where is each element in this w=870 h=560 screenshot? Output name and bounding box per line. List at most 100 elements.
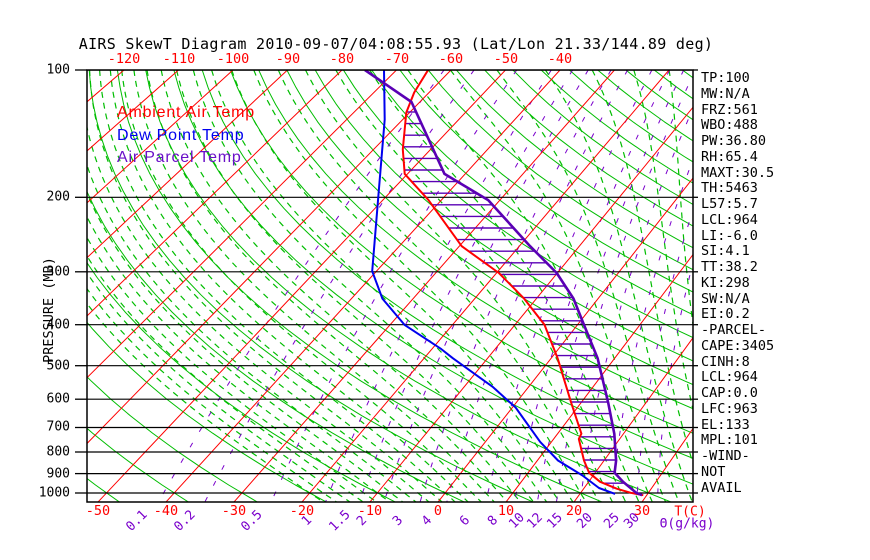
top-temp-tick-label: -40 — [547, 51, 573, 67]
moist-adiabat — [277, 70, 600, 502]
moist-adiabat — [449, 70, 667, 502]
moist-adiabat — [87, 192, 404, 502]
mixing-ratio-line — [579, 106, 693, 502]
moist-adiabat — [407, 70, 653, 502]
moist-adiabat — [87, 302, 325, 502]
isotherm — [87, 70, 397, 379]
stat-line: LI:-6.0 — [701, 227, 758, 244]
dry-adiabat — [512, 70, 693, 205]
bottom-temp-tick-label: 30 — [633, 503, 651, 519]
bottom-temp-tick-label: -50 — [85, 503, 111, 519]
moist-adiabat — [781, 70, 814, 503]
top-temp-tick-label: -70 — [384, 51, 410, 67]
dry-adiabat — [145, 70, 672, 502]
stat-line: PW:36.80 — [701, 133, 767, 149]
isotherm — [87, 70, 452, 445]
dry-adiabat — [540, 70, 693, 184]
moist-adiabat — [231, 70, 574, 502]
top-temp-tick-label: -80 — [329, 51, 355, 67]
pressure-tick-label: 800 — [46, 444, 70, 460]
parcel-temp-curve — [364, 70, 643, 497]
stat-line: WBO:488 — [701, 117, 758, 134]
temp-unit-label: T(C) — [674, 504, 706, 520]
mixing-ratio-line — [157, 70, 445, 502]
stat-line: TH:5463 — [701, 180, 758, 197]
pressure-tick-label: 400 — [46, 317, 70, 333]
bottom-temp-tick-label: -10 — [357, 503, 383, 519]
pressure-tick-label: 100 — [46, 62, 70, 78]
moist-adiabat — [87, 236, 378, 502]
moist-adiabat — [87, 124, 430, 502]
stat-line: EI:0.2 — [701, 306, 750, 323]
moist-adiabat — [133, 70, 496, 502]
top-temp-tick-label: -60 — [438, 51, 464, 67]
bottom-temp-tick-label: -30 — [221, 503, 247, 519]
pressure-tick-label: 500 — [46, 358, 70, 374]
mixing-ratio-line — [536, 70, 685, 502]
bottom-temp-tick-label: -40 — [153, 503, 179, 519]
mixing-ratio-line — [270, 70, 518, 502]
stat-line: TP:100 — [701, 70, 750, 86]
mixing-unit-label: Θ(g/kg) — [659, 516, 715, 532]
isotherm — [87, 70, 343, 317]
isotherm — [505, 253, 693, 502]
stat-line: EL:133 — [701, 416, 750, 433]
dry-adiabat — [484, 70, 693, 227]
pressure-tick-label: 900 — [46, 466, 70, 482]
moist-adiabat — [89, 70, 443, 502]
moist-adiabat — [121, 70, 483, 502]
moist-adiabat — [633, 70, 693, 413]
dry-adiabat — [569, 70, 693, 163]
bottom-temp-tick-label: 0 — [433, 503, 443, 519]
ambient-temp-curve — [401, 70, 644, 497]
dry-adiabat — [87, 477, 121, 502]
pressure-tick-label: 300 — [46, 264, 70, 280]
dry-adiabat — [399, 70, 693, 293]
dew-point-curve — [371, 70, 616, 495]
plot-area — [87, 70, 854, 503]
dry-adiabat — [342, 70, 693, 339]
pressure-tick-label: 200 — [46, 189, 70, 205]
stat-line: L57:5.7 — [701, 196, 758, 212]
moist-adiabat — [809, 70, 841, 503]
moist-adiabat — [87, 287, 338, 502]
stat-line: LFC:963 — [701, 400, 758, 417]
stat-line: NOT — [701, 463, 726, 480]
moist-adiabat — [87, 254, 365, 502]
plot-border — [86, 69, 694, 503]
moist-adiabat — [591, 70, 693, 466]
moist-adiabat — [496, 70, 680, 502]
isotherm — [641, 427, 693, 502]
stat-line: FRZ:561 — [701, 101, 758, 118]
dry-adiabat — [87, 427, 190, 502]
top-temp-tick-label: -100 — [216, 51, 250, 67]
moist-adiabat — [160, 70, 522, 502]
moist-adiabat — [146, 70, 509, 502]
legend-ambient-air-temp: Ambient Air Temp — [117, 104, 255, 121]
mixing-ratio-line — [419, 70, 612, 502]
stat-line: SI:4.1 — [701, 243, 750, 260]
mixing-ratio-line — [555, 73, 693, 502]
bottom-temp-tick-label: 10 — [497, 503, 515, 519]
bottom-temp-tick-label: 20 — [565, 503, 583, 519]
stat-line: SW:N/A — [701, 290, 750, 307]
pressure-tick-label: 700 — [46, 419, 70, 435]
moist-adiabat — [822, 70, 854, 503]
moist-adiabat — [767, 70, 800, 503]
dry-adiabat — [286, 70, 693, 386]
top-temp-tick-label: -90 — [275, 51, 301, 67]
dry-adiabat — [87, 190, 466, 502]
dry-adiabat — [427, 70, 693, 271]
moist-adiabat — [192, 70, 548, 502]
dry-adiabat — [87, 261, 397, 502]
mixing-ratio-line — [513, 70, 671, 502]
top-temp-tick-label: -110 — [162, 51, 196, 67]
top-temp-tick-label: -120 — [107, 51, 141, 67]
stat-line: AVAIL — [701, 479, 742, 496]
stat-line: CINH:8 — [701, 353, 750, 370]
stat-line: RH:65.4 — [701, 148, 758, 165]
stat-line: MPL:101 — [701, 432, 758, 449]
dry-adiabat — [456, 70, 693, 249]
